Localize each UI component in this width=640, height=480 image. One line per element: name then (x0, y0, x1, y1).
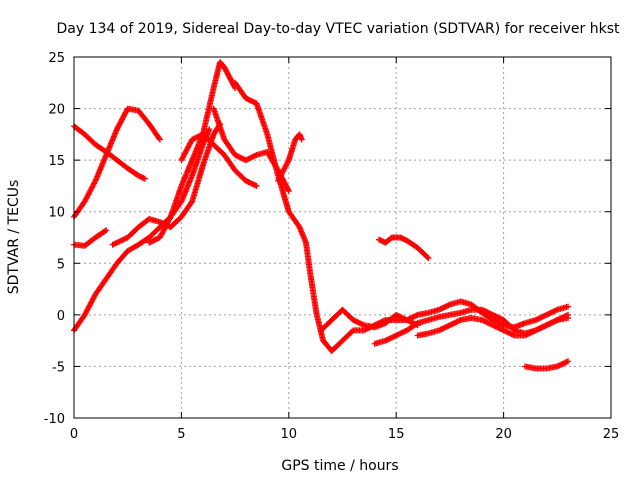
data-point (424, 254, 431, 261)
x-tick-label: 20 (495, 427, 512, 442)
x-tick-label: 5 (177, 427, 185, 442)
y-tick-label: 25 (48, 51, 65, 66)
data-point (565, 358, 572, 365)
data-point (565, 314, 572, 321)
data-point (102, 228, 109, 235)
data-point (285, 188, 292, 195)
series-arc-14 (376, 234, 432, 262)
y-tick-label: -10 (44, 412, 65, 427)
x-tick-label: 25 (603, 427, 620, 442)
x-tick-label: 0 (70, 427, 78, 442)
data-point (253, 182, 260, 189)
tick-labels: 0 5 10 15 20 25 -10 -5 0 5 10 15 20 25 (44, 51, 620, 442)
series-arc-11 (318, 298, 572, 334)
x-tick-label: 10 (281, 427, 298, 442)
tick-marks (73, 56, 612, 419)
data-point (141, 175, 148, 182)
series-arc-13 (414, 314, 572, 339)
data-point (565, 303, 572, 310)
data-point (413, 320, 420, 327)
series-arc-6 (146, 59, 239, 246)
series-arc-7 (178, 131, 260, 189)
series-arc-15 (522, 358, 572, 372)
y-tick-label: 0 (57, 309, 65, 324)
series-arc-10 (275, 131, 305, 184)
data-point (425, 255, 432, 262)
y-axis-label: SDTVAR / TECUs (6, 180, 22, 295)
x-tick-label: 15 (388, 427, 405, 442)
data-point (298, 136, 305, 143)
plot-frame (73, 56, 612, 419)
y-tick-label: 20 (48, 103, 65, 118)
x-axis-label: GPS time / hours (281, 458, 398, 474)
y-tick-label: -5 (52, 360, 65, 375)
data-point (156, 135, 163, 142)
y-tick-label: 10 (48, 206, 65, 221)
y-tick-label: 15 (48, 154, 65, 169)
series-arc-4 (71, 227, 110, 249)
y-tick-label: 5 (57, 257, 65, 272)
data-point (188, 199, 195, 206)
data-point (103, 227, 110, 234)
chart-title: Day 134 of 2019, Sidereal Day-to-day VTE… (57, 21, 620, 37)
data-point (206, 126, 213, 133)
series-arc-12 (371, 306, 572, 347)
series-arc-2 (71, 105, 163, 220)
series-arc-1 (71, 123, 148, 182)
data-point (156, 136, 163, 143)
series-arc-9 (232, 79, 421, 354)
data-layer (71, 59, 572, 372)
